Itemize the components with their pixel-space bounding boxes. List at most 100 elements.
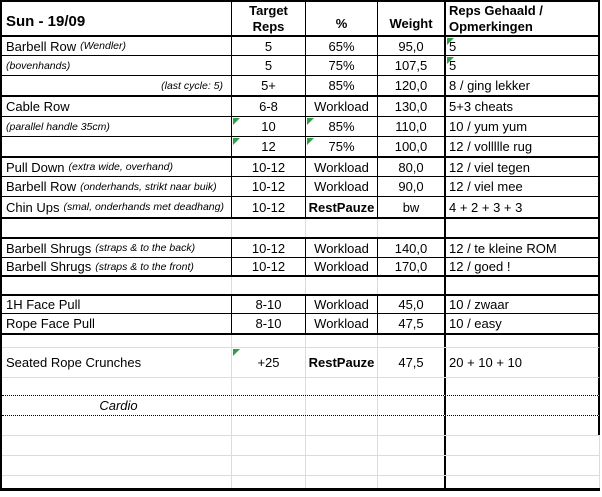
cell-percent[interactable]	[305, 416, 377, 435]
cell-percent[interactable]	[305, 396, 377, 415]
cell-weight[interactable]	[377, 436, 444, 455]
cell-target-reps[interactable]: 5	[231, 37, 305, 55]
cell-weight[interactable]	[377, 416, 444, 435]
cell-percent[interactable]	[305, 456, 377, 475]
cell-percent[interactable]: RestPauze	[305, 348, 377, 377]
cell-exercise[interactable]	[2, 378, 231, 395]
cell-exercise[interactable]: Chin Ups (smal, onderhands met deadhang)	[2, 197, 231, 217]
cell-percent[interactable]	[305, 476, 377, 488]
cell-result[interactable]	[444, 436, 599, 455]
cell-result[interactable]	[444, 219, 598, 237]
cell-percent[interactable]: Workload	[305, 158, 377, 176]
cell-result[interactable]	[444, 476, 599, 488]
cell-exercise[interactable]: (last cycle: 5)	[2, 76, 231, 95]
cell-result[interactable]	[444, 456, 599, 475]
cell-result[interactable]: 5	[444, 37, 598, 55]
cell-weight[interactable]: 170,0	[377, 258, 444, 275]
cell-result[interactable]: 10 / zwaar	[444, 296, 598, 313]
cell-target-reps[interactable]: 12	[231, 137, 305, 156]
cell-header-result[interactable]: Reps Gehaald / Opmerkingen	[444, 2, 598, 35]
cell-weight[interactable]: 80,0	[377, 158, 444, 176]
cell-target-reps[interactable]: 6-8	[231, 97, 305, 116]
cell-target-reps[interactable]: 5+	[231, 76, 305, 95]
cell-exercise[interactable]: Barbell Shrugs (straps & to the front)	[2, 258, 231, 275]
cell-percent[interactable]: 85%	[305, 117, 377, 136]
cell-weight[interactable]: 90,0	[377, 177, 444, 196]
cell-result[interactable]: 8 / ging lekker	[444, 76, 598, 95]
cell-weight[interactable]: bw	[377, 197, 444, 217]
cell-percent[interactable]	[305, 335, 377, 347]
cell-percent[interactable]: Workload	[305, 177, 377, 196]
cell-weight[interactable]	[377, 396, 444, 415]
cell-percent[interactable]: 85%	[305, 76, 377, 95]
cell-exercise[interactable]: 1H Face Pull	[2, 296, 231, 313]
cell-percent[interactable]: Workload	[305, 239, 377, 257]
cell-exercise[interactable]: Pull Down (extra wide, overhand)	[2, 158, 231, 176]
cell-percent[interactable]: Workload	[305, 296, 377, 313]
cell-target-reps[interactable]: 10-12	[231, 258, 305, 275]
cell-result[interactable]: 5	[444, 56, 598, 75]
cell-percent[interactable]: Workload	[305, 258, 377, 275]
cell-exercise[interactable]	[2, 137, 231, 156]
cell-percent[interactable]	[305, 378, 377, 395]
cell-target-reps[interactable]: 10-12	[231, 158, 305, 176]
cell-target-reps[interactable]: +25	[231, 348, 305, 377]
cell-percent[interactable]	[305, 277, 377, 294]
cell-exercise[interactable]: Seated Rope Crunches	[2, 348, 231, 377]
cell-weight[interactable]: 95,0	[377, 37, 444, 55]
cell-result[interactable]	[444, 277, 598, 294]
cell-percent[interactable]: Workload	[305, 97, 377, 116]
cell-result[interactable]	[444, 378, 598, 395]
cell-weight[interactable]	[377, 456, 444, 475]
cell-target-reps[interactable]: 8-10	[231, 296, 305, 313]
cell-weight[interactable]: 100,0	[377, 137, 444, 156]
cell-result[interactable]: 20 + 10 + 10	[444, 348, 598, 377]
cell-exercise[interactable]: Barbell Row (onderhands, strikt naar buik…	[2, 177, 231, 196]
cell-exercise[interactable]: (parallel handle 35cm)	[2, 117, 231, 136]
cell-result[interactable]: 10 / yum yum	[444, 117, 598, 136]
cell-exercise[interactable]	[2, 456, 231, 475]
cell-percent[interactable]: Workload	[305, 314, 377, 333]
cell-target-reps[interactable]	[231, 456, 305, 475]
cell-target-reps[interactable]	[231, 219, 305, 237]
cell-result[interactable]: 12 / te kleine ROM	[444, 239, 598, 257]
cell-target-reps[interactable]: 10-12	[231, 197, 305, 217]
cell-target-reps[interactable]	[231, 476, 305, 488]
cell-exercise[interactable]: Barbell Row (Wendler)	[2, 37, 231, 55]
cell-day-title[interactable]: Sun - 19/09	[2, 2, 231, 35]
cell-weight[interactable]	[377, 476, 444, 488]
cell-result[interactable]: 12 / vollllle rug	[444, 137, 598, 156]
cell-exercise[interactable]: (bovenhands)	[2, 56, 231, 75]
cell-exercise[interactable]: Barbell Shrugs (straps & to the back)	[2, 239, 231, 257]
cell-result[interactable]: 5+3 cheats	[444, 97, 598, 116]
cell-exercise[interactable]	[2, 436, 231, 455]
cell-result[interactable]	[444, 416, 598, 435]
cell-weight[interactable]	[377, 378, 444, 395]
cell-cardio[interactable]: Cardio	[2, 396, 231, 415]
cell-percent[interactable]: 75%	[305, 56, 377, 75]
cell-weight[interactable]: 130,0	[377, 97, 444, 116]
cell-target-reps[interactable]: 10-12	[231, 177, 305, 196]
cell-percent[interactable]	[305, 436, 377, 455]
cell-header-weight[interactable]: Weight	[377, 2, 444, 35]
cell-result[interactable]: 12 / viel tegen	[444, 158, 598, 176]
cell-header-target-reps[interactable]: Target Reps	[231, 2, 305, 35]
cell-target-reps[interactable]: 8-10	[231, 314, 305, 333]
cell-target-reps[interactable]	[231, 436, 305, 455]
cell-target-reps[interactable]: 10	[231, 117, 305, 136]
cell-percent[interactable]	[305, 219, 377, 237]
cell-target-reps[interactable]: 10-12	[231, 239, 305, 257]
cell-target-reps[interactable]	[231, 396, 305, 415]
cell-target-reps[interactable]: 5	[231, 56, 305, 75]
cell-percent[interactable]: RestPauze	[305, 197, 377, 217]
cell-result[interactable]: 12 / viel mee	[444, 177, 598, 196]
cell-exercise[interactable]	[2, 219, 231, 237]
cell-weight[interactable]: 47,5	[377, 348, 444, 377]
cell-result[interactable]	[444, 396, 598, 415]
cell-exercise[interactable]	[2, 335, 231, 347]
cell-target-reps[interactable]	[231, 416, 305, 435]
cell-result[interactable]: 4 + 2 + 3 + 3	[444, 197, 598, 217]
cell-exercise[interactable]: Cable Row	[2, 97, 231, 116]
cell-weight[interactable]	[377, 335, 444, 347]
cell-exercise[interactable]	[2, 277, 231, 294]
